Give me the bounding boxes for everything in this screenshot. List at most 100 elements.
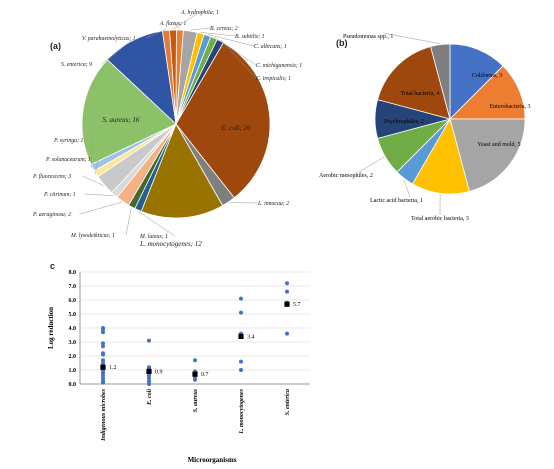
pie-a-slice-9 [140,123,224,219]
c-xtick-0: Indigenous microbes [101,388,107,442]
c-ytick-6: 6.0 [69,298,77,304]
pie-a-label-11: M. lysodeikticus; 1 [70,233,115,239]
c-ytick-3: 3.0 [69,340,77,346]
pie-a-label-19: V. parahaemolyticus; 1 [82,36,136,42]
pie-a-label-4: C. albicans; 1 [254,44,287,50]
panel-label-c: c [50,261,56,271]
c-point-0-16 [101,380,105,385]
pie-a-leader-1 [172,22,181,30]
panel-label-b: (b) [336,38,348,48]
c-point-4-3 [285,331,289,336]
c-mean-marker-0 [100,364,106,370]
pie-a-leader-12 [79,201,123,215]
pie-a-leader-10 [137,210,175,237]
c-xtick-2: S. aureus [193,388,199,412]
pie-a-label-5: C. michiganensis; 1 [256,63,302,69]
pie-a-leader-19 [145,29,166,39]
pie-a-label-1: A. flavus; 1 [159,20,187,27]
pie-a-leader-6 [220,40,257,79]
pie-b-label-8: Pseudomonas spp., 1 [343,34,393,40]
pie-b-label-5: Aerobic mesophiles, 2 [319,173,373,179]
pie-a-leader-0 [172,11,201,30]
pie-a-label-18: S. enterica; 9 [61,62,92,68]
c-point-2-4 [193,377,197,382]
pie-b-label-2: Yeast and mold, 5 [477,142,520,148]
pie-a-leader-15 [95,158,99,175]
pie-b-slice-8 [430,43,451,120]
pie-a-leader-5 [214,36,257,66]
pie-a-label-13: P. citrinum; 1 [43,192,76,198]
c-ylabel: Log reduction [47,307,55,349]
pie-b-label-4: Lactic acid bacteria, 1 [370,198,423,204]
pie-a-label-9: L. monocytogenes; 12 [139,240,202,248]
pie-a-slice-17 [81,59,177,165]
c-xtick-4: S. enterica [285,389,291,415]
pie-b-slice-2 [449,118,526,192]
c-xlabel: Microorganisms [188,456,237,464]
c-point-1-6 [147,376,151,381]
c-point-1-7 [147,379,151,384]
pie-a-label-0: A. hydrophila; 1 [180,10,219,16]
c-point-4-1 [285,289,289,294]
c-point-0-8 [101,361,105,365]
pie-b-slice-1 [449,65,526,120]
pie-a-leader-14 [82,175,104,186]
pie-a-leader-11 [125,207,132,236]
c-mean-label-0: 1.2 [109,365,117,371]
c-ytick-2: 2.0 [69,354,77,360]
pie-b-label-3: Total aerobic bacteria, 3 [411,216,469,222]
c-point-3-5 [239,368,243,372]
c-mean-label-4: 5.7 [293,302,301,308]
pie-a-leader-18 [101,39,133,65]
c-xtick-3: L. monocytogenes [239,388,245,434]
pie-b-label-7: Total bacteria, 4 [401,91,440,97]
pie-b-slice-0 [449,43,504,120]
pie-b-slice-3 [411,117,470,195]
c-point-0-2 [101,330,105,335]
pie-a-slice-7 [175,42,271,199]
pie-a-label-6: C. tropicalis; 1 [256,76,291,82]
c-point-0-14 [101,376,105,381]
c-ytick-4: 4.0 [69,326,77,332]
c-mean-label-3: 3.4 [247,334,255,340]
pie-a-label-3: B. subtilis; 1 [235,34,265,40]
pie-a-label-2: B. cereus; 2 [210,26,238,32]
c-ytick-8: 8.0 [69,270,77,276]
pie-b-slice-7 [377,46,451,120]
pie-b-leader-8 [382,32,441,44]
c-point-0-3 [101,341,105,346]
c-point-3-4 [239,359,243,364]
pie-a-label-7: E. coli; 26 [220,124,251,132]
pie-a-leader-13 [84,193,114,196]
pie-a-label-10: M. luteus; 1 [139,234,168,240]
c-ytick-1: 1.0 [69,368,77,374]
c-point-0-13 [101,373,105,378]
c-mean-marker-2 [192,371,198,377]
pie-b-label-0: Coliforms, 3 [472,72,502,79]
c-point-0-12 [101,370,105,375]
pie-a-label-8: L. innocua; 2 [257,201,289,207]
c-point-1-5 [147,373,151,378]
c-mean-marker-4 [284,301,290,307]
c-mean-label-2: 0.7 [201,372,209,378]
pie-b-leader-5 [358,156,385,173]
panel-label-a: (a) [50,41,61,51]
c-mean-marker-1 [146,368,152,374]
pie-a-label-16: P. syringa; 1 [53,138,83,144]
c-point-0-1 [101,327,105,332]
c-point-0-7 [101,358,105,363]
c-ytick-0: 0.0 [69,382,77,388]
c-point-0-4 [101,344,105,349]
c-xtick-1: E. coli [147,389,153,406]
pie-b-label-1: Enterobacteria, 3 [490,104,531,110]
pie-a-leader-3 [200,32,236,37]
pie-a-leader-4 [207,34,255,47]
c-point-0-6 [101,352,105,357]
c-ytick-7: 7.0 [69,284,77,290]
pie-a-label-17: S. aureus; 16 [103,116,140,124]
c-point-3-0 [239,296,243,301]
c-mean-label-1: 0.9 [155,369,163,375]
pie-b-label-6: Psychrophiles, 2 [384,119,424,125]
